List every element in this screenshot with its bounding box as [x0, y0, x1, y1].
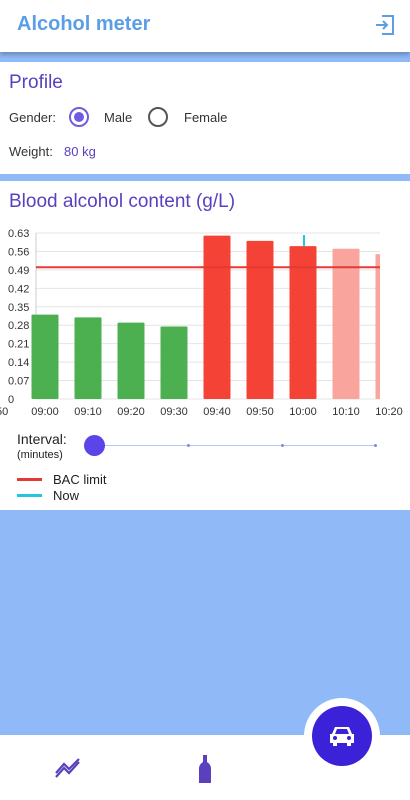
y-tick-label: 0.35 [8, 302, 29, 314]
male-radio[interactable] [69, 107, 89, 127]
x-tick-label: 09:30 [160, 406, 188, 418]
app-title: Alcohol meter [17, 13, 151, 35]
x-tick-label: 09:50 [246, 406, 274, 418]
profile-title: Profile [9, 72, 63, 93]
bar [160, 326, 188, 399]
y-tick-label: 0 [8, 394, 14, 406]
slider-tick [187, 444, 190, 447]
logout-icon[interactable] [373, 13, 397, 37]
y-tick-label: 0.63 [8, 228, 29, 240]
bar [289, 246, 317, 399]
weight-value[interactable]: 80 kg [64, 144, 96, 159]
slider-tick [374, 444, 377, 447]
interval-slider-track[interactable] [94, 445, 377, 446]
x-tick-label: 09:40 [203, 406, 231, 418]
slider-tick [281, 444, 284, 447]
trend-icon[interactable] [54, 757, 82, 786]
bar [74, 317, 102, 399]
y-tick-label: 0.21 [8, 339, 29, 351]
bar [203, 235, 231, 399]
bac-title: Blood alcohol content (g/L) [9, 191, 236, 212]
bac-card: Blood alcohol content (g/L) 0.63 0.56 0.49… [0, 181, 410, 510]
interval-unit: (minutes) [17, 449, 63, 461]
x-tick-label: 10:00 [289, 406, 317, 418]
legend-now-line [17, 494, 42, 497]
profile-card: Profile Gender: Male Female Weight: 80 k… [0, 62, 410, 174]
y-tick-label: 0.14 [8, 357, 29, 369]
weight-label: Weight: [9, 144, 53, 159]
y-tick-label: 0.49 [8, 265, 29, 277]
y-tick-label: 0.42 [8, 283, 29, 295]
car-icon [328, 725, 356, 752]
female-label[interactable]: Female [184, 110, 228, 125]
bar [332, 248, 360, 399]
car-button[interactable] [312, 706, 372, 766]
legend-limit-label: BAC limit [53, 472, 107, 487]
x-tick-label: 09:10 [74, 406, 102, 418]
male-label[interactable]: Male [104, 110, 133, 125]
bottle-icon[interactable] [198, 755, 212, 788]
interval-slider-thumb[interactable] [84, 435, 105, 456]
x-tick-label: 09:20 [117, 406, 145, 418]
app-bar: Alcohol meter [0, 0, 410, 52]
female-radio[interactable] [148, 107, 168, 127]
y-tick-label: 0.28 [8, 320, 29, 332]
legend-now-label: Now [53, 488, 80, 503]
legend-limit-line [17, 478, 42, 481]
x-tick-label: 10:10 [332, 406, 360, 418]
fab-container [304, 698, 380, 774]
x-tick-label: 10:20 [375, 406, 403, 418]
x-tick-label: 50 [0, 406, 8, 418]
bar [375, 254, 380, 399]
bar [31, 314, 59, 399]
x-tick-label: 09:00 [31, 406, 59, 418]
bac-chart: 0.63 0.56 0.49 0.42 0.35 0.28 0.21 0.14 0.07 0 09:… [0, 228, 403, 418]
bar [117, 322, 145, 399]
bar [246, 240, 274, 399]
gender-label: Gender: [9, 110, 56, 125]
interval-label: Interval: [17, 431, 67, 447]
y-tick-label: 0.56 [8, 246, 29, 258]
y-tick-label: 0.07 [8, 376, 29, 388]
